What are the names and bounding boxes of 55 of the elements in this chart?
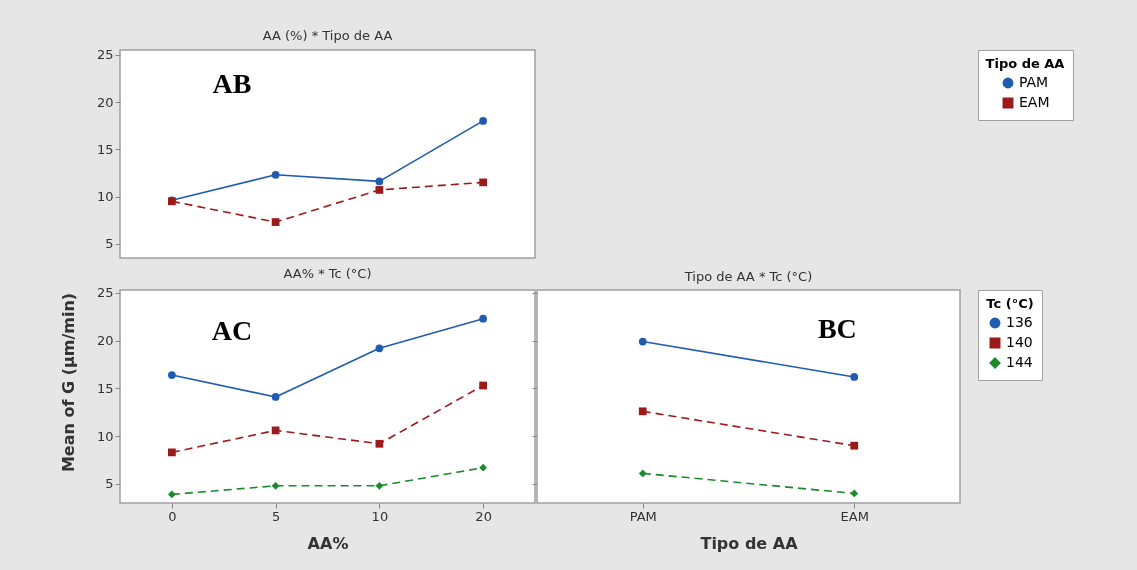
- y-tick-label: 25: [96, 285, 114, 301]
- point: [850, 489, 859, 498]
- chart-title: Tipo de AA * Tc (°C): [683, 268, 813, 284]
- y-tick-label: 20: [96, 333, 114, 349]
- legend-label: 136: [1006, 314, 1033, 330]
- legend-title: Tc (°C): [986, 296, 1034, 311]
- point: [375, 186, 384, 194]
- point: [375, 177, 384, 186]
- y-tick-label: 10: [96, 428, 114, 444]
- y-tick-label: 5: [105, 236, 114, 252]
- point: [479, 463, 487, 472]
- x-axis-title: Tipo de AA: [700, 533, 799, 553]
- point: [168, 490, 176, 499]
- legend-label: EAM: [1019, 94, 1050, 110]
- y-axis-title: Mean of G (µm/min): [58, 292, 78, 473]
- y-tick-label: 20: [96, 94, 114, 110]
- point: [638, 407, 647, 416]
- annotation: BC: [817, 313, 857, 344]
- point: [479, 381, 487, 390]
- legend-title: Tipo de AA: [985, 56, 1065, 71]
- point: [271, 481, 280, 490]
- point: [271, 393, 280, 401]
- point: [375, 481, 384, 490]
- point: [375, 344, 384, 353]
- y-tick-label: 15: [96, 380, 114, 396]
- point: [168, 371, 176, 379]
- point: [479, 314, 487, 323]
- y-tick-label: 15: [96, 141, 114, 157]
- point: [638, 337, 647, 346]
- point: [638, 469, 647, 478]
- x-tick-label: EAM: [840, 508, 869, 524]
- chart-title: AA% * Tc (°C): [283, 265, 372, 281]
- x-tick-label: PAM: [629, 508, 657, 524]
- legend-label: 144: [1006, 354, 1033, 370]
- point: [271, 218, 280, 226]
- legend-label: 140: [1006, 334, 1033, 350]
- point: [375, 439, 384, 448]
- point: [850, 373, 859, 381]
- x-tick-label: 5: [271, 508, 281, 524]
- x-tick-label: 10: [371, 508, 389, 524]
- point: [479, 117, 487, 125]
- y-tick-label: 10: [96, 189, 114, 205]
- point: [168, 448, 176, 457]
- point: [271, 170, 280, 179]
- chart-title: AA (%) * Tipo de AA: [262, 27, 393, 43]
- y-tick-label: 5: [105, 476, 114, 492]
- legend-label: PAM: [1019, 74, 1049, 90]
- annotation: AB: [212, 68, 252, 99]
- annotation: AC: [211, 315, 253, 346]
- x-axis-title: AA%: [307, 533, 349, 553]
- y-tick-label: 25: [96, 47, 114, 63]
- x-tick-label: 20: [475, 508, 492, 524]
- point: [479, 178, 487, 187]
- x-tick-label: 0: [168, 508, 177, 524]
- point: [850, 441, 859, 450]
